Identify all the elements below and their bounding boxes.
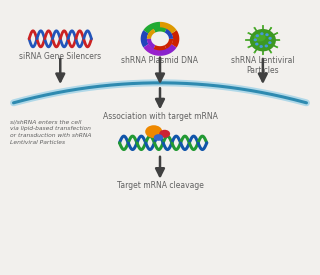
Ellipse shape [159,130,170,138]
Circle shape [248,32,250,34]
Circle shape [260,32,264,35]
Circle shape [250,29,276,51]
Circle shape [265,33,269,36]
Circle shape [254,52,256,53]
Ellipse shape [254,34,266,42]
Text: siRNA Gene Silencers: siRNA Gene Silencers [19,52,101,60]
Circle shape [260,45,263,48]
Circle shape [256,34,259,37]
Circle shape [245,39,247,41]
Circle shape [265,45,268,47]
Circle shape [255,43,259,46]
Circle shape [268,41,272,44]
Circle shape [276,32,278,34]
Circle shape [268,37,272,40]
Circle shape [270,52,272,53]
Text: shRNA Plasmid DNA: shRNA Plasmid DNA [122,56,198,65]
Text: si/shRNA enters the cell
via lipid-based transfection
or transduction with shRNA: si/shRNA enters the cell via lipid-based… [10,119,92,145]
Circle shape [270,27,272,29]
Ellipse shape [145,125,162,138]
Circle shape [248,46,250,48]
Circle shape [262,25,264,27]
Text: Target mRNA cleavage: Target mRNA cleavage [116,182,204,191]
Circle shape [276,46,278,48]
Circle shape [278,39,280,41]
Ellipse shape [154,134,163,141]
Text: shRNA Lentiviral
Particles: shRNA Lentiviral Particles [231,56,295,75]
Text: Association with target mRNA: Association with target mRNA [103,112,217,121]
Circle shape [254,27,256,29]
Circle shape [262,54,264,55]
Circle shape [253,39,257,41]
